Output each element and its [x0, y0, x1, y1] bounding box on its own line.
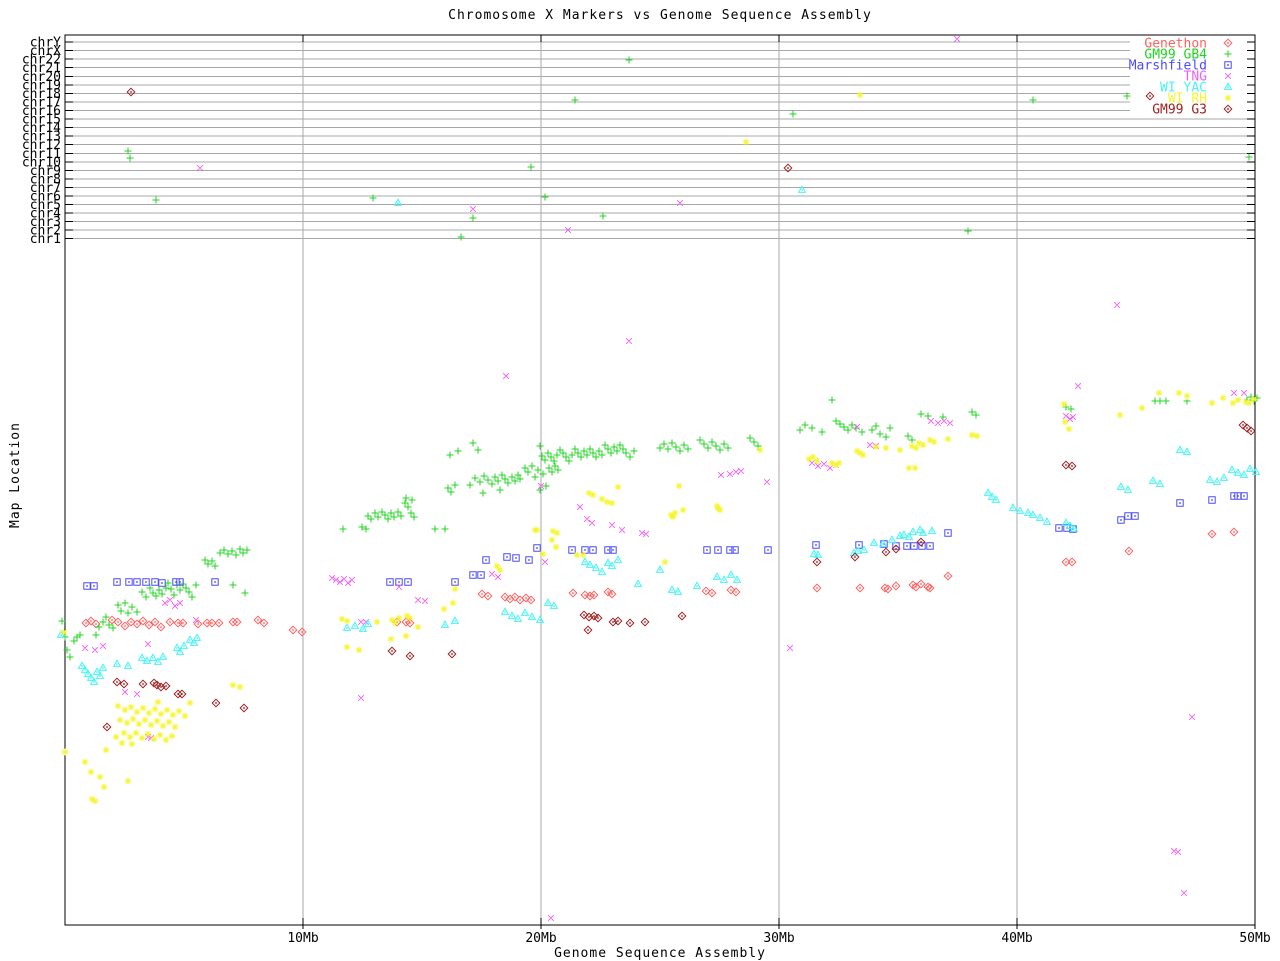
legend-label: GM99 GB4: [1144, 48, 1207, 63]
marker-diamond: [1223, 38, 1233, 48]
chromosome-tick-label: chr20: [22, 70, 61, 85]
chromosome-tick-label: chr9: [30, 164, 61, 179]
marker-triangle: [1223, 82, 1233, 90]
chromosome-tick-label: chrY: [30, 36, 61, 51]
series-markers: [81, 527, 1239, 637]
chromosome-tick-label: chr11: [22, 147, 61, 162]
chromosome-tick-label: chr6: [30, 190, 61, 205]
chromosome-tick-label: chr22: [22, 53, 61, 68]
legend-entry-genethon: Genethon: [1144, 37, 1233, 52]
marker-center-dot: [1227, 42, 1229, 44]
x-tick-label: 30Mb: [763, 931, 794, 946]
chromosome-tick-label: chr8: [30, 173, 61, 188]
marker-diamond: [1223, 104, 1233, 114]
legend-entry-wi-yac: WI YAC: [1160, 81, 1233, 96]
marker-plus: [1224, 50, 1232, 58]
marker-center-dot: [1227, 64, 1229, 66]
tick-labels: chrYchrXchr22chr21chr20chr19chr18chr17ch…: [22, 36, 1271, 947]
series-gm99-g3: [102, 87, 1256, 732]
x-tick-label: 40Mb: [1001, 931, 1032, 946]
chromosome-tick-label: chr4: [30, 207, 61, 222]
series-markers: [83, 492, 1248, 590]
chromosome-tick-label: chr12: [22, 138, 61, 153]
chromosome-tick-label: chr14: [22, 121, 61, 136]
legend-entry-gm99-gb4: GM99 GB4: [1144, 48, 1232, 63]
plot-border: [64, 34, 1256, 929]
legend-label: Genethon: [1144, 37, 1207, 52]
gridlines: [65, 35, 1255, 925]
series-marshfield: [83, 492, 1248, 590]
chromosome-tick-label: chr19: [22, 79, 61, 94]
chart-title: Chromosome X Markers vs Genome Sequence …: [448, 8, 872, 23]
marker-cross: [1224, 72, 1232, 80]
legend-label: TNG: [1184, 70, 1208, 85]
chromosome-tick-label: chr5: [30, 198, 61, 213]
chromosome-tick-label: chr17: [22, 96, 61, 111]
series-marker-dots: [106, 91, 1252, 728]
series-markers: [81, 35, 1248, 922]
series-wi-yac: [56, 185, 1261, 685]
marker-star: [1224, 94, 1232, 102]
marker-square: [1224, 61, 1232, 69]
series-marker-dots: [85, 531, 1235, 633]
x-tick-label: 20Mb: [525, 931, 556, 946]
legend-entry-tng: TNG: [1184, 70, 1232, 85]
legend-label: Marshfield: [1129, 59, 1207, 74]
chromosome-tick-label: chr3: [30, 215, 61, 230]
chromosome-tick-label: chrX: [30, 44, 61, 59]
chromosome-tick-label: chr15: [22, 113, 61, 128]
series-wi-rh: [60, 91, 1258, 805]
marker-center-dot: [1227, 108, 1229, 110]
series-marker-dots: [60, 189, 1257, 683]
chromosome-tick-label: chr13: [22, 130, 61, 145]
x-tick-label: 10Mb: [287, 931, 318, 946]
chromosome-tick-label: chr2: [30, 224, 61, 239]
legend-background: [1130, 36, 1253, 116]
chromosome-tick-label: chr10: [22, 156, 61, 171]
series-markers: [102, 87, 1256, 732]
chromosome-tick-label: chr21: [22, 61, 61, 76]
x-axis-label: Genome Sequence Assembly: [554, 946, 766, 961]
legend-entry-wi-rh: WI RH: [1168, 92, 1232, 107]
series-genethon: [81, 527, 1239, 637]
x-tick-label: 50Mb: [1239, 931, 1270, 946]
legend-entry-gm99-g3: GM99 G3: [1152, 103, 1233, 118]
chromosome-tick-label: chr16: [22, 104, 61, 119]
legend-entry-marshfield: Marshfield: [1129, 59, 1232, 74]
legend-label: WI YAC: [1160, 81, 1207, 96]
legend-label: GM99 G3: [1152, 103, 1207, 118]
series-marker-dots: [86, 495, 1245, 587]
series-tng: [81, 35, 1248, 922]
series-markers: [60, 91, 1258, 805]
chromosome-tick-label: chr7: [30, 181, 61, 196]
legend-label: WI RH: [1168, 92, 1207, 107]
chromosome-tick-label: chr18: [22, 87, 61, 102]
series-markers: [56, 185, 1261, 685]
chromosome-tick-label: chr1: [30, 232, 61, 247]
marker-center-dot: [1227, 86, 1229, 88]
border-rect: [64, 34, 1256, 926]
